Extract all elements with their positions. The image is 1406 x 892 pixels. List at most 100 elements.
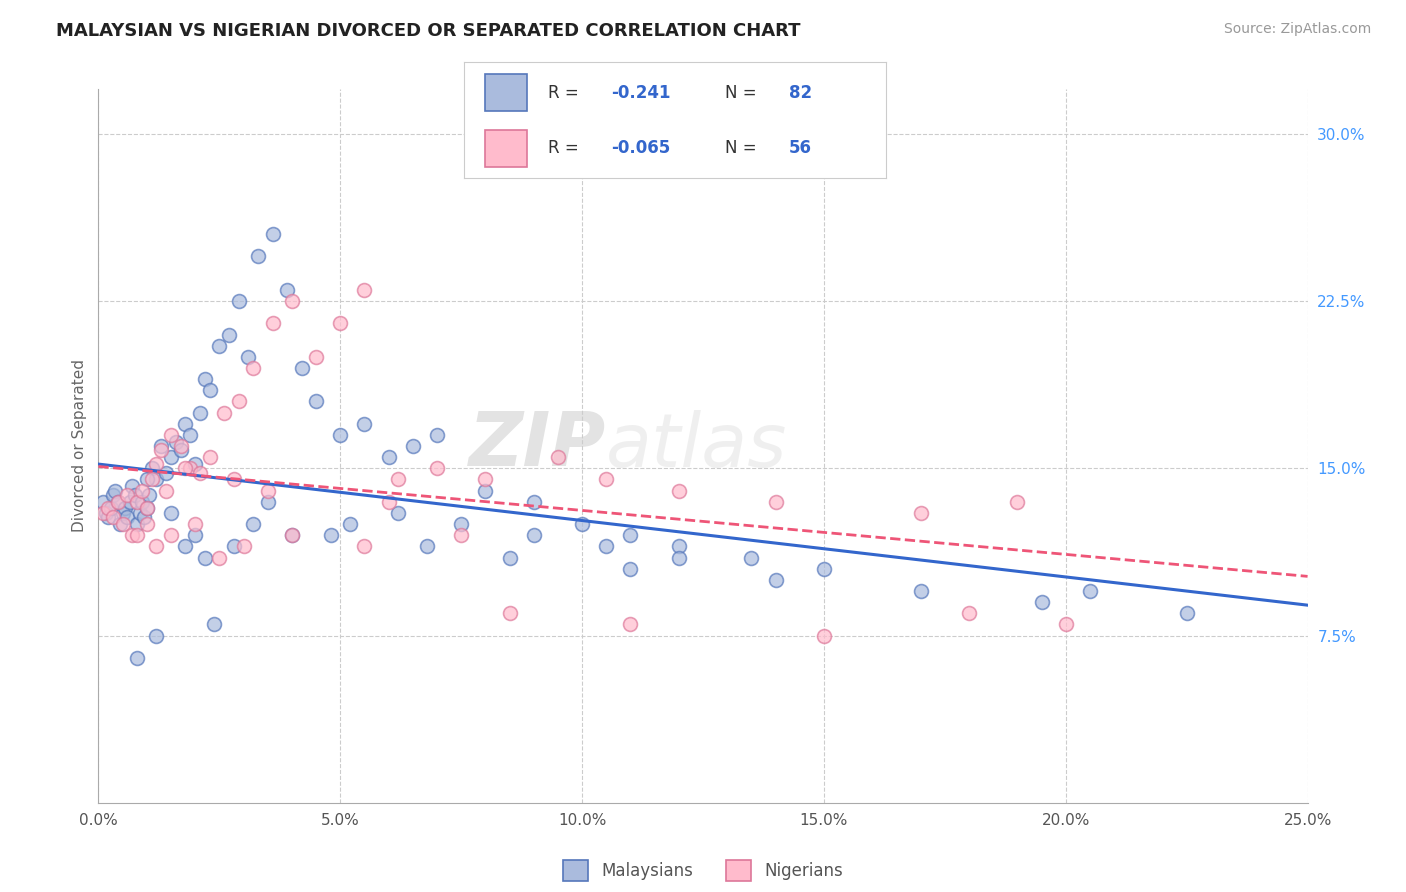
Point xyxy=(256,494,278,508)
Point xyxy=(160,506,183,520)
Point xyxy=(127,516,149,531)
Point xyxy=(127,528,149,542)
Point xyxy=(111,506,134,520)
Point xyxy=(174,461,197,475)
Point xyxy=(107,494,129,508)
Point xyxy=(160,427,183,442)
Point xyxy=(228,293,250,308)
Point xyxy=(1054,617,1077,632)
Point xyxy=(91,494,114,508)
Point xyxy=(114,501,136,516)
Text: -0.065: -0.065 xyxy=(612,139,671,157)
Point xyxy=(353,417,375,431)
Point xyxy=(138,488,160,502)
Point xyxy=(450,528,472,542)
Point xyxy=(402,439,425,453)
Point xyxy=(198,384,221,398)
Point xyxy=(135,516,157,531)
Point xyxy=(100,501,122,516)
Point xyxy=(121,479,143,493)
Point xyxy=(387,506,409,520)
Point xyxy=(135,501,157,516)
Point xyxy=(179,427,201,442)
Point xyxy=(387,472,409,486)
Text: R =: R = xyxy=(548,139,585,157)
Point xyxy=(426,427,449,442)
Point xyxy=(571,516,593,531)
Point xyxy=(262,316,284,330)
Point xyxy=(595,539,617,553)
Point xyxy=(426,461,449,475)
Point xyxy=(107,494,129,508)
Point xyxy=(523,528,546,542)
Point xyxy=(124,488,146,502)
Point xyxy=(242,516,264,531)
Point xyxy=(134,510,156,524)
Point xyxy=(1031,595,1053,609)
Point xyxy=(97,510,120,524)
Point xyxy=(188,405,211,419)
Y-axis label: Divorced or Separated: Divorced or Separated xyxy=(72,359,87,533)
Point xyxy=(765,494,787,508)
Point xyxy=(117,488,139,502)
Point xyxy=(145,472,167,486)
Point xyxy=(1175,607,1198,621)
Point xyxy=(179,461,201,475)
Point xyxy=(339,516,361,531)
Point xyxy=(474,483,496,498)
Point xyxy=(128,506,150,520)
Point xyxy=(276,283,298,297)
Point xyxy=(184,516,207,531)
Text: Source: ZipAtlas.com: Source: ZipAtlas.com xyxy=(1223,22,1371,37)
Point xyxy=(127,494,149,508)
Point xyxy=(174,417,197,431)
Point xyxy=(450,516,472,531)
Legend: Malaysians, Nigerians: Malaysians, Nigerians xyxy=(555,854,851,888)
Point xyxy=(121,528,143,542)
Point xyxy=(957,607,980,621)
Point xyxy=(184,528,207,542)
Point xyxy=(155,483,177,498)
Point xyxy=(668,539,690,553)
Text: ZIP: ZIP xyxy=(470,409,606,483)
Point xyxy=(97,501,120,516)
Point xyxy=(305,394,328,409)
Point xyxy=(194,550,217,565)
Point xyxy=(813,562,835,576)
Point xyxy=(222,539,245,553)
Point xyxy=(740,550,762,565)
Point xyxy=(204,617,226,632)
Point xyxy=(547,450,569,464)
Point xyxy=(498,550,520,565)
Point xyxy=(256,483,278,498)
Point xyxy=(595,472,617,486)
Point xyxy=(619,528,641,542)
Point xyxy=(145,457,167,471)
Point xyxy=(104,483,127,498)
Bar xyxy=(485,74,527,112)
Text: R =: R = xyxy=(548,84,585,102)
Point xyxy=(135,501,157,516)
Point xyxy=(160,450,183,464)
Point xyxy=(619,617,641,632)
Text: N =: N = xyxy=(725,139,762,157)
Point xyxy=(127,651,149,665)
Point xyxy=(160,528,183,542)
Point xyxy=(353,283,375,297)
Point xyxy=(910,506,932,520)
Point xyxy=(910,583,932,598)
Text: atlas: atlas xyxy=(606,410,787,482)
Point xyxy=(174,539,197,553)
Point xyxy=(242,360,264,375)
Point xyxy=(135,472,157,486)
Point xyxy=(329,316,352,330)
Text: 82: 82 xyxy=(789,84,811,102)
Point xyxy=(117,510,139,524)
Point xyxy=(228,394,250,409)
Point xyxy=(222,472,245,486)
Point xyxy=(218,327,240,342)
Point xyxy=(131,483,153,498)
Point xyxy=(281,528,304,542)
Point xyxy=(91,506,114,520)
Point xyxy=(474,472,496,486)
